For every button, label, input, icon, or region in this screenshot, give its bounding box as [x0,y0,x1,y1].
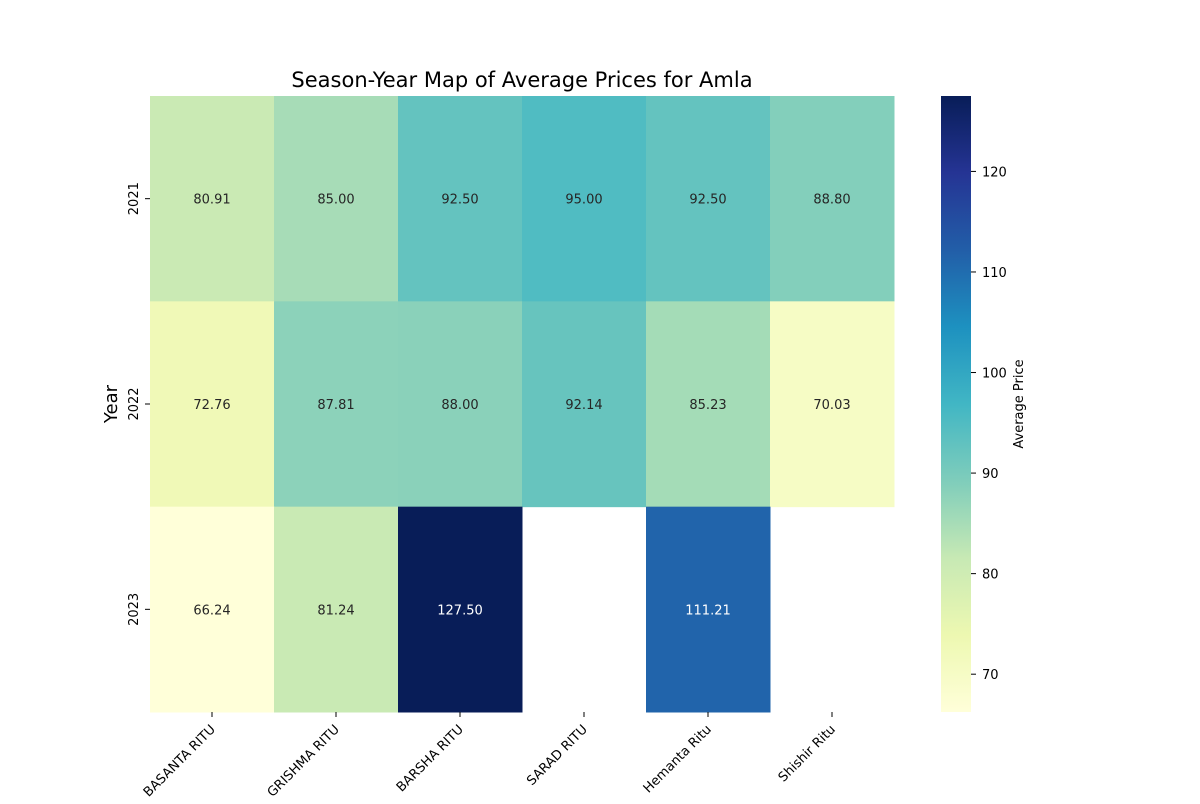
x-tick-label: GRISHMA RITU [265,722,343,800]
colorbar-tick-label: 90 [982,467,999,482]
colorbar-tick-label: 110 [982,266,1007,281]
cell-value-label: 66.24 [193,603,230,618]
heatmap-cell [274,301,399,508]
cell-value-label: 92.14 [565,398,602,413]
x-tick-label: SARAD RITU [524,722,591,789]
heatmap-cell [770,96,895,302]
cell-value-label: 85.00 [317,193,354,208]
heatmap-cell [522,301,647,508]
heatmap-cell [646,301,771,508]
cell-value-label: 88.00 [441,398,478,413]
chart-title: Season-Year Map of Average Prices for Am… [291,68,752,92]
cell-value-label: 87.81 [317,398,354,413]
heatmap-cell [150,506,275,713]
cell-value-label: 70.03 [813,398,850,413]
heatmap-cell [274,506,399,713]
heatmap-cell [398,301,523,508]
cell-value-label: 92.50 [441,193,478,208]
heatmap-cell [646,506,771,713]
heatmap-cell [646,96,771,302]
heatmap-cell [522,96,647,302]
cell-value-label: 127.50 [437,603,483,618]
cell-value-label: 80.91 [193,193,230,208]
x-tick-label: Hemanta Ritu [641,722,715,796]
cell-value-label: 111.21 [685,603,731,618]
cell-value-label: 81.24 [317,603,354,618]
y-tick-label: 2022 [127,387,142,420]
cell-value-label: 85.23 [689,398,726,413]
heatmap-cell [398,506,523,713]
y-tick-label: 2023 [127,593,142,626]
colorbar-tick-label: 70 [982,668,999,683]
colorbar-tick-label: 120 [982,165,1007,180]
heatmap-cell [398,96,523,302]
colorbar-label: Average Price [1012,359,1027,448]
colorbar-tick-label: 80 [982,568,999,583]
y-tick-label: 2021 [127,182,142,215]
heatmap-cell [150,301,275,508]
heatmap-cell [274,96,399,302]
heatmap-cell [150,96,275,302]
x-tick-label: BARSHA RITU [394,722,467,795]
colorbar-tick-label: 100 [982,367,1007,382]
colorbar [941,96,971,712]
x-tick-label: BASANTA RITU [141,722,219,800]
cell-value-label: 92.50 [689,193,726,208]
cell-value-label: 95.00 [565,193,602,208]
y-axis-label: Year [101,384,122,424]
x-tick-label: Shishir Ritu [776,722,839,785]
cell-value-label: 88.80 [813,193,850,208]
heatmap-cell [770,301,895,508]
cell-value-label: 72.76 [193,398,230,413]
